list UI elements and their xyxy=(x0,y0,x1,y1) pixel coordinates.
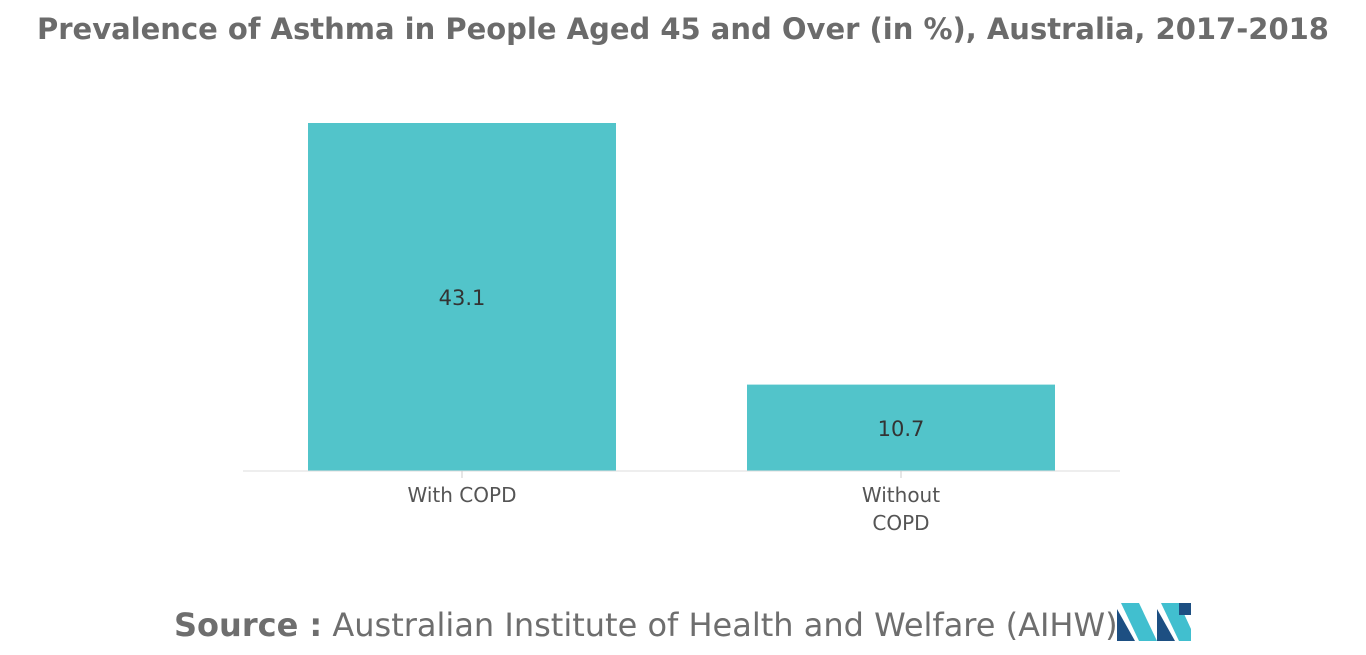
bar-0 xyxy=(308,123,616,471)
data-label-0: 43.1 xyxy=(439,286,486,310)
data-label-1: 10.7 xyxy=(878,417,925,441)
source-note: Source : Australian Institute of Health … xyxy=(174,606,1118,644)
x-tick-label-1: Without COPD xyxy=(862,483,940,535)
bar-chart: 43.1 10.7 With COPD Without COPD xyxy=(243,123,1120,535)
chart-title: Prevalence of Asthma in People Aged 45 a… xyxy=(37,12,1329,46)
data-labels-group: 43.1 10.7 xyxy=(439,286,925,441)
bar-1 xyxy=(747,384,1055,471)
x-axis-ticks xyxy=(461,471,902,478)
bars-group xyxy=(308,123,1055,471)
source-label: Source : xyxy=(174,606,323,644)
x-axis-tick-labels: With COPD Without COPD xyxy=(408,483,941,535)
x-tick-label-0: With COPD xyxy=(408,483,517,507)
mordor-intelligence-logo-icon xyxy=(1117,603,1191,641)
source-text: Australian Institute of Health and Welfa… xyxy=(332,606,1118,644)
